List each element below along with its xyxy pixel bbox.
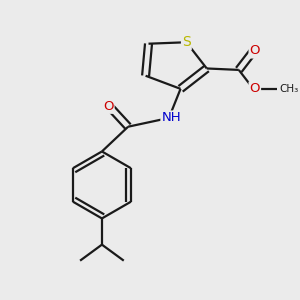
Text: S: S bbox=[182, 35, 191, 49]
Text: O: O bbox=[250, 82, 260, 95]
Text: NH: NH bbox=[161, 112, 181, 124]
Text: CH₃: CH₃ bbox=[279, 84, 298, 94]
Text: O: O bbox=[103, 100, 114, 113]
Text: O: O bbox=[250, 44, 260, 58]
